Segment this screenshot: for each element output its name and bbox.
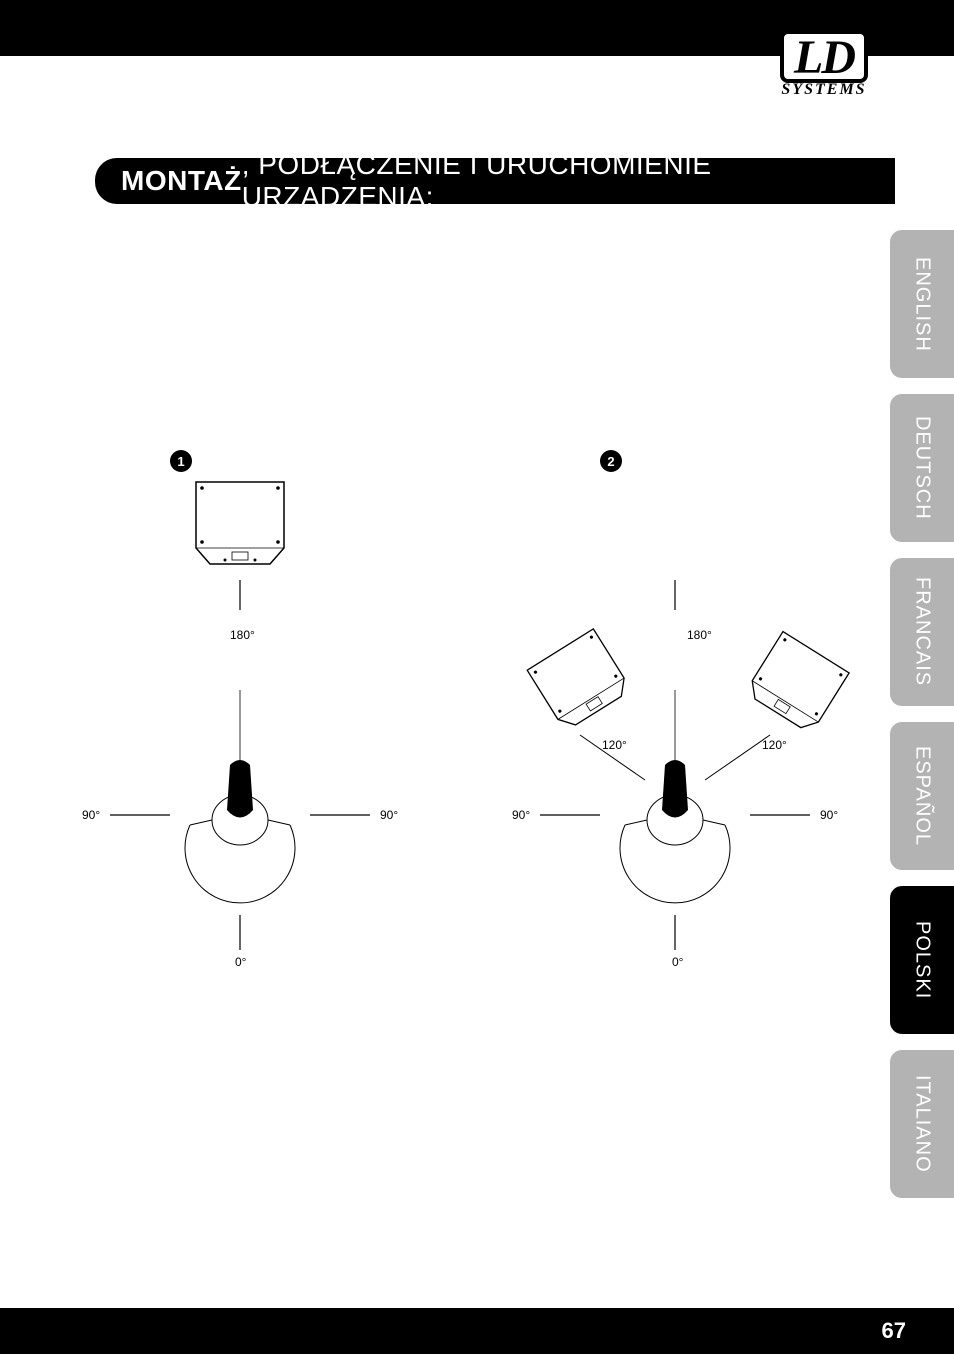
brand-logo: LD SYSTEMS [754, 30, 894, 99]
angle-label: 90° [512, 808, 530, 822]
angle-label: 0° [672, 955, 683, 969]
logo-text-bottom: SYSTEMS [754, 81, 894, 99]
logo-text-top: LD [794, 36, 854, 79]
callout-badge-2: 2 [600, 450, 622, 472]
page-number: 67 [882, 1318, 906, 1344]
diagram-2: 2 [450, 450, 850, 1030]
angle-label: 120° [762, 738, 787, 752]
diagram-area: 1 [60, 450, 860, 1030]
angle-label: 180° [687, 628, 712, 642]
logo-frame: LD [780, 30, 868, 83]
tab-label: ITALIANO [911, 1075, 934, 1173]
tab-polski[interactable]: POLSKI [890, 886, 954, 1034]
speaker-outline-1 [190, 478, 290, 568]
angle-label: 120° [602, 738, 627, 752]
tab-francais[interactable]: FRANCAIS [890, 558, 954, 706]
section-title-strong: MONTAŻ [121, 165, 242, 197]
tab-label: POLSKI [911, 921, 934, 999]
section-title-bar: MONTAŻ , PODŁĄCZENIE I URUCHOMIENIE URZĄ… [95, 158, 895, 204]
angle-label: 0° [235, 955, 246, 969]
diagram-1: 1 [60, 450, 460, 1030]
callout-badge-1: 1 [170, 450, 192, 472]
tab-label: ENGLISH [911, 257, 934, 352]
angle-label: 90° [82, 808, 100, 822]
section-title-rest: , PODŁĄCZENIE I URUCHOMIENIE URZĄDZENIA: [242, 149, 895, 213]
footer-bar: 67 [0, 1308, 954, 1354]
tab-english[interactable]: ENGLISH [890, 230, 954, 378]
tab-italiano[interactable]: ITALIANO [890, 1050, 954, 1198]
angle-label: 90° [380, 808, 398, 822]
angle-label: 90° [820, 808, 838, 822]
angle-label: 180° [230, 628, 255, 642]
tab-label: ESPAÑOL [911, 746, 934, 846]
tab-deutsch[interactable]: DEUTSCH [890, 394, 954, 542]
polar-figure-2 [450, 565, 880, 985]
language-tabs: ENGLISH DEUTSCH FRANCAIS ESPAÑOL POLSKI … [890, 230, 954, 1214]
tab-espanol[interactable]: ESPAÑOL [890, 722, 954, 870]
tab-label: DEUTSCH [911, 416, 934, 520]
page-root: LD SYSTEMS MONTAŻ , PODŁĄCZENIE I URUCHO… [0, 0, 954, 1354]
tab-label: FRANCAIS [911, 577, 934, 686]
